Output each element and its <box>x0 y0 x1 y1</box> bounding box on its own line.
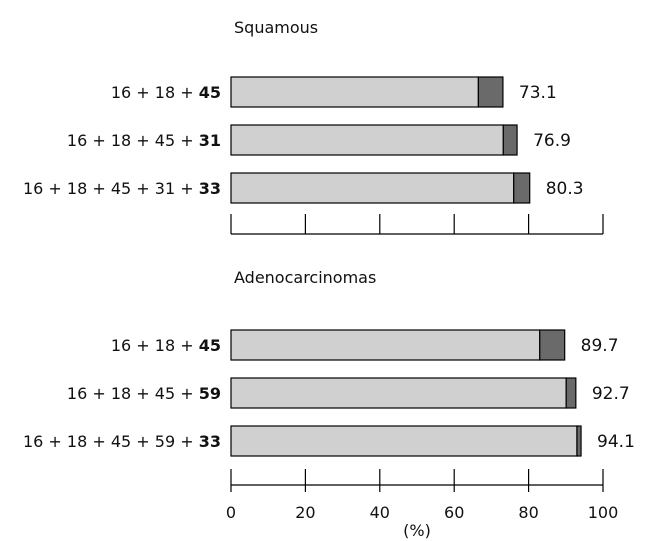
bar-base-segment <box>230 124 504 156</box>
category-label: 16 + 18 + 45 + 59 + 33 <box>23 432 221 451</box>
x-tick-label: 40 <box>370 503 390 522</box>
x-tick-label: 60 <box>444 503 464 522</box>
x-tick-label: 100 <box>588 503 619 522</box>
total-label: 80.3 <box>546 179 584 199</box>
bar-added-segment <box>513 172 531 204</box>
x-tick-label: 0 <box>226 503 236 522</box>
panel-title: Squamous <box>234 18 318 37</box>
bar-base-segment <box>230 377 567 409</box>
bar-base-segment <box>230 425 578 457</box>
bar-added-segment <box>539 329 566 361</box>
bar-base-segment <box>230 172 515 204</box>
bar-base-segment <box>230 329 541 361</box>
bar-added-segment <box>477 76 504 108</box>
total-label: 94.1 <box>597 432 635 452</box>
bar-added-segment <box>565 377 577 409</box>
total-label: 73.1 <box>519 83 557 103</box>
x-tick-label: 80 <box>518 503 538 522</box>
total-label: 89.7 <box>581 336 619 356</box>
category-label: 16 + 18 + 45 + 31 <box>67 131 221 150</box>
bar-base-segment <box>230 76 479 108</box>
total-label: 76.9 <box>533 131 571 151</box>
panel-title: Adenocarcinomas <box>234 268 376 287</box>
bar-added-segment <box>576 425 582 457</box>
category-label: 16 + 18 + 45 + 31 + 33 <box>23 179 221 198</box>
bar-added-segment <box>502 124 518 156</box>
category-label: 16 + 18 + 45 <box>111 336 221 355</box>
x-tick-label: 20 <box>295 503 315 522</box>
total-label: 92.7 <box>592 384 630 404</box>
category-label: 16 + 18 + 45 + 59 <box>67 384 221 403</box>
category-label: 16 + 18 + 45 <box>111 83 221 102</box>
x-axis-label: (%) <box>403 521 431 540</box>
